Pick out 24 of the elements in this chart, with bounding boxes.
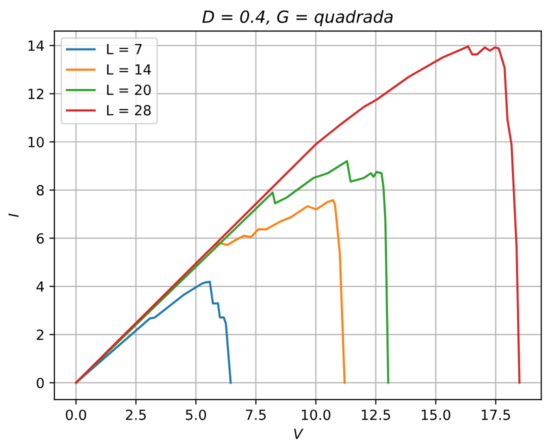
y-tick-label: 6: [36, 233, 44, 244]
x-tick-label: 5.0: [186, 410, 206, 420]
x-tick-label: 10.0: [302, 410, 330, 420]
y-tick-label: 2: [36, 330, 44, 340]
legend-label: L = 28: [107, 104, 151, 116]
y-tick-label: 12: [28, 88, 44, 99]
y-axis-title: I: [8, 214, 19, 218]
y-tick-label: 8: [36, 185, 44, 196]
y-tick-label: 4: [36, 282, 44, 292]
line-series: [74, 45, 520, 384]
legend-label: L = 7: [107, 44, 142, 54]
x-tick-label: 12.5: [362, 410, 390, 420]
x-tick-label: 17.5: [482, 410, 510, 420]
legend-label: L = 14: [107, 64, 151, 75]
x-axis-title: V: [294, 428, 304, 439]
x-tick-label: 2.5: [126, 410, 146, 420]
x-tick-label: 7.5: [246, 410, 266, 420]
y-tick-label: 10: [28, 136, 44, 148]
legend-label: L = 20: [107, 84, 151, 96]
chart-title: D = 0.4, G = quadrada: [202, 10, 393, 26]
y-tick-label: 0: [36, 378, 44, 388]
y-tick-label: 14: [28, 40, 44, 51]
x-tick-label: 0.0: [66, 410, 86, 420]
x-tick-label: 15.0: [422, 410, 450, 420]
